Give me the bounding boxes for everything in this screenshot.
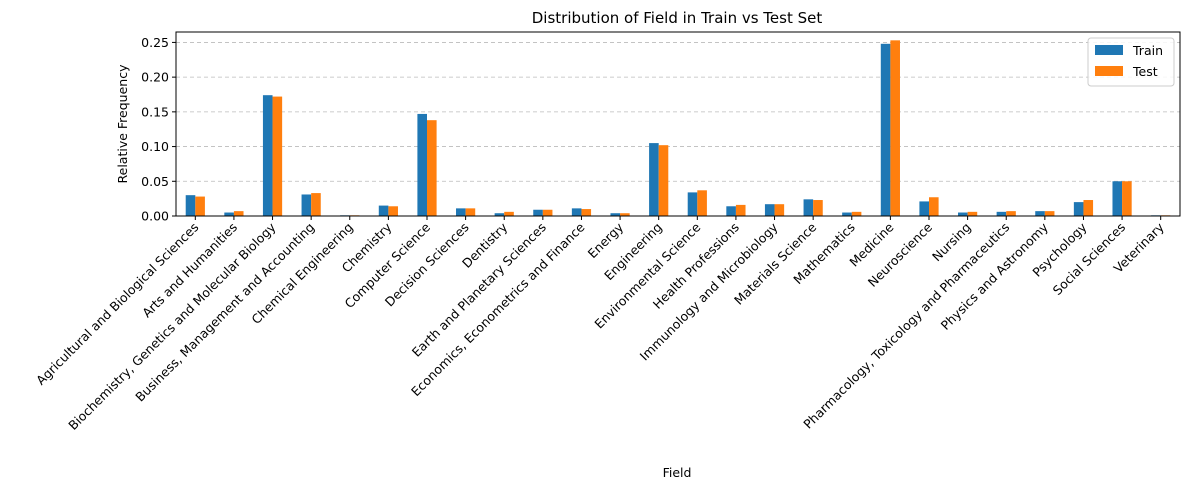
bar-train-23: [1073, 202, 1084, 216]
bars: [185, 40, 1171, 216]
bar-train-11: [610, 213, 621, 216]
y-tick-label: 0.25: [141, 35, 169, 50]
bar-train-16: [803, 199, 814, 216]
legend-label-train: Train: [1132, 43, 1163, 58]
y-axis: 0.00 0.05 0.10 0.15 0.20 0.25: [141, 35, 176, 224]
y-tick-label: 0.15: [141, 104, 169, 119]
bar-train-5: [378, 205, 389, 216]
bar-test-9: [542, 209, 553, 216]
bar-train-14: [726, 206, 736, 216]
bar-test-14: [735, 204, 746, 216]
x-axis-title: Field: [663, 465, 692, 480]
bar-test-2: [272, 96, 283, 216]
chart-title: Distribution of Field in Train vs Test S…: [532, 9, 823, 27]
bar-train-9: [533, 209, 543, 216]
bar-test-5: [388, 206, 398, 216]
plot-frame: [175, 31, 1181, 217]
bar-test-13: [697, 190, 707, 216]
bar-test-16: [813, 200, 823, 216]
bar-train-0: [185, 195, 196, 216]
bar-train-13: [687, 192, 698, 216]
bar-train-22: [1035, 211, 1045, 216]
bar-train-3: [301, 194, 312, 216]
bar-train-20: [958, 212, 968, 216]
bar-test-20: [967, 211, 978, 216]
bar-test-8: [504, 211, 514, 216]
legend: Train Test: [1087, 37, 1175, 87]
bar-train-18: [880, 43, 891, 216]
bar-train-10: [571, 208, 582, 216]
y-tick-label: 0.05: [141, 174, 169, 189]
bar-test-19: [929, 197, 939, 216]
bar-train-6: [417, 113, 427, 216]
bar-test-11: [620, 213, 630, 216]
legend-label-test: Test: [1132, 64, 1158, 79]
bar-train-19: [919, 201, 929, 216]
bar-train-12: [649, 143, 659, 216]
bar-test-6: [427, 120, 437, 216]
bar-test-0: [195, 196, 205, 216]
bar-test-3: [311, 193, 321, 216]
y-axis-title: Relative Frequency: [115, 64, 130, 184]
bar-test-1: [233, 211, 244, 216]
bar-train-24: [1112, 181, 1123, 216]
bar-train-1: [224, 212, 234, 216]
gridlines: [176, 42, 1180, 217]
bar-test-22: [1044, 211, 1055, 216]
bar-train-15: [764, 204, 775, 216]
bar-test-10: [581, 209, 592, 216]
x-tick-label: Business, Management and Accounting: [132, 220, 317, 405]
legend-swatch-test: [1095, 66, 1123, 76]
bar-train-8: [494, 213, 505, 216]
y-tick-label: 0.00: [141, 209, 169, 224]
legend-swatch-train: [1095, 45, 1123, 55]
y-tick-label: 0.20: [141, 70, 169, 85]
bar-test-12: [658, 145, 669, 216]
bar-test-15: [774, 204, 785, 216]
y-tick-label: 0.10: [141, 139, 169, 154]
x-axis: Agricultural and Biological SciencesArts…: [33, 216, 1167, 433]
bar-train-21: [996, 211, 1007, 216]
bar-train-7: [456, 208, 466, 216]
bar-test-23: [1083, 200, 1094, 216]
bar-test-21: [1006, 211, 1016, 216]
bar-train-17: [842, 212, 852, 216]
bar-test-17: [851, 211, 862, 216]
bar-test-18: [890, 40, 900, 216]
bar-train-2: [262, 95, 273, 216]
bar-test-24: [1122, 181, 1132, 216]
bar-test-7: [465, 208, 476, 216]
